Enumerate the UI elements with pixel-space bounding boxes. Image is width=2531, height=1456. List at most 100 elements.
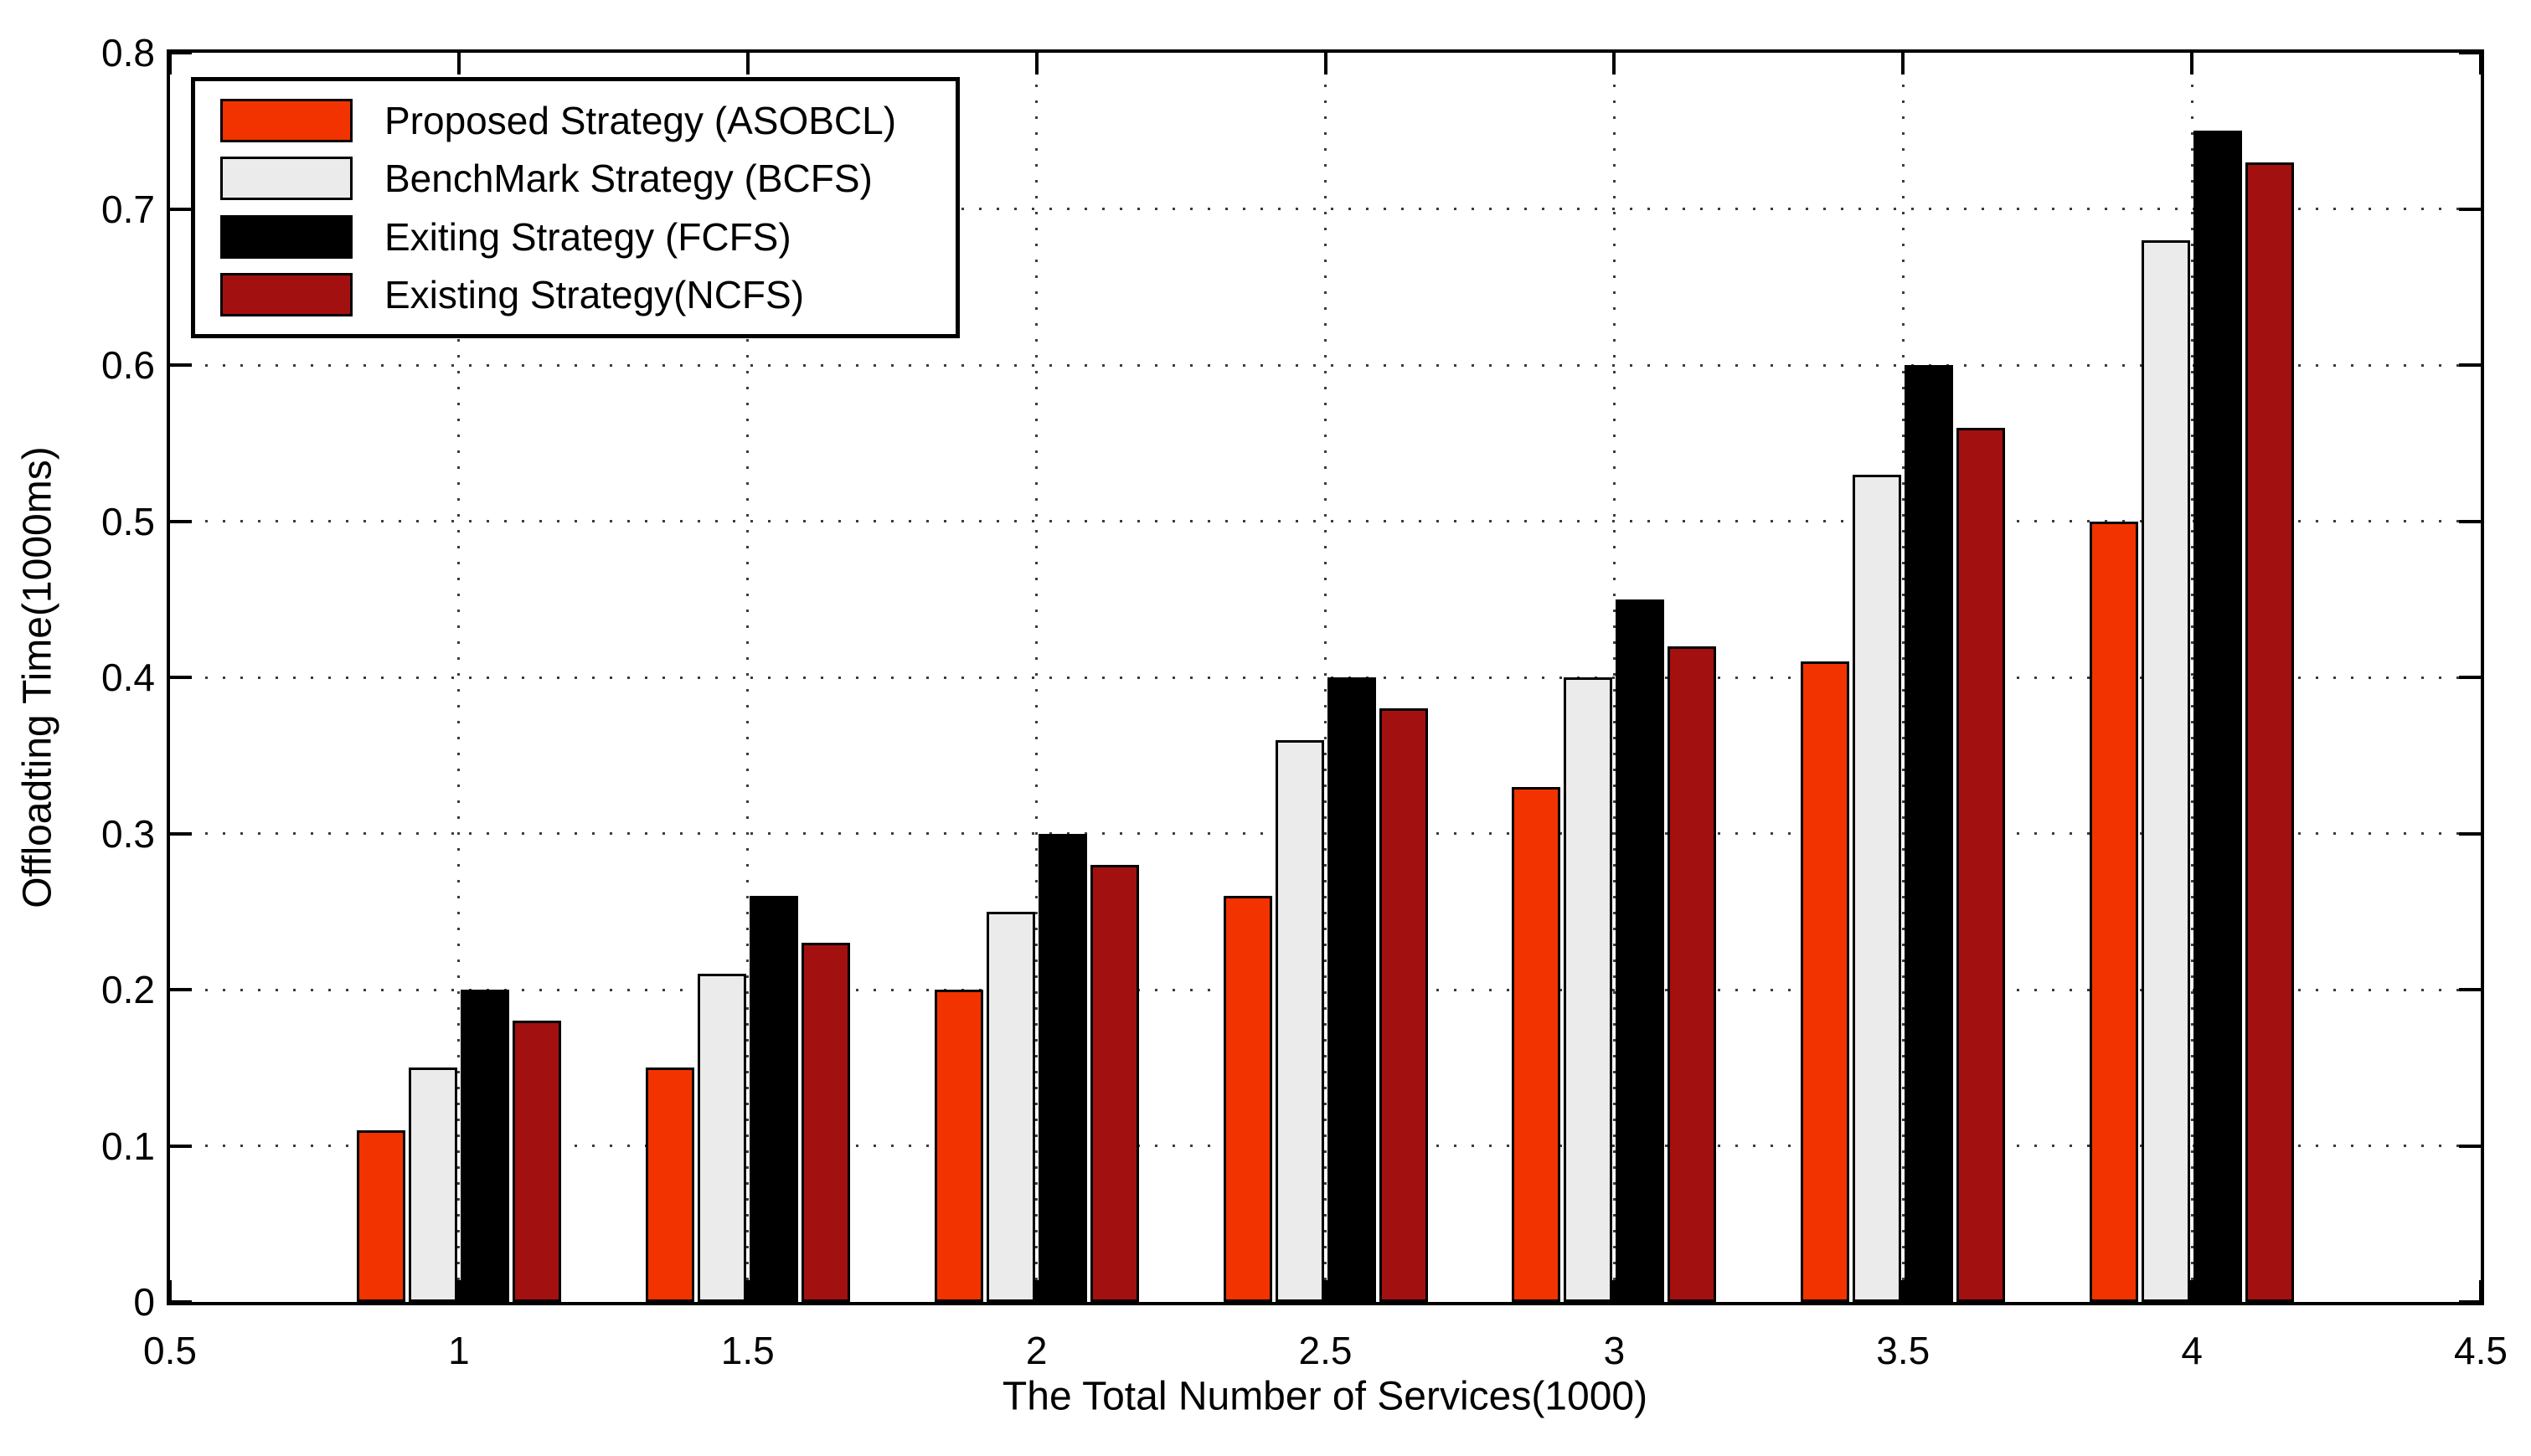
x-tick-bottom-3 (1612, 1280, 1616, 1302)
gridline-x-1 (457, 53, 461, 1302)
bar-fcfs-3.5 (1905, 365, 1954, 1302)
legend-label-fcfs: Exiting Strategy (FCFS) (384, 214, 791, 259)
bar-ncfs-2 (1090, 864, 1139, 1302)
legend-swatch-ncfs (220, 273, 353, 317)
x-tick-label-3: 3 (1603, 1329, 1626, 1372)
legend-item-fcfs: Exiting Strategy (FCFS) (220, 208, 956, 266)
bar-asobcl-1 (356, 1129, 405, 1302)
y-tick-right-0.1 (2459, 1144, 2481, 1148)
bar-bcfs-2 (986, 911, 1035, 1302)
x-tick-bottom-2 (1034, 1280, 1039, 1302)
y-tick-left-0 (170, 1300, 192, 1304)
bar-bcfs-4 (2142, 239, 2191, 1302)
x-tick-bottom-4 (2190, 1280, 2194, 1302)
y-tick-label-0.2: 0.2 (101, 968, 155, 1011)
gridline-x-3.5 (1901, 53, 1905, 1302)
x-tick-top-4 (2190, 53, 2194, 75)
bar-ncfs-2.5 (1379, 708, 1428, 1302)
x-tick-label-4: 4 (2181, 1329, 2203, 1372)
y-tick-right-0.5 (2459, 519, 2481, 523)
x-axis-label: The Total Number of Services(1000) (1002, 1374, 1648, 1419)
bar-asobcl-2.5 (1223, 896, 1272, 1302)
gridline-x-2.5 (1324, 53, 1327, 1302)
bar-fcfs-2.5 (1327, 677, 1376, 1302)
bar-asobcl-3 (1512, 786, 1561, 1302)
y-tick-left-0.3 (170, 831, 192, 836)
x-tick-top-3 (1612, 53, 1616, 75)
bar-ncfs-4 (2245, 162, 2295, 1302)
legend-label-ncfs: Existing Strategy(NCFS) (384, 273, 805, 317)
legend-item-ncfs: Existing Strategy(NCFS) (220, 266, 956, 325)
x-tick-label-2.5: 2.5 (1298, 1329, 1353, 1372)
y-tick-label-0.7: 0.7 (101, 187, 155, 231)
x-tick-bottom-1 (456, 1280, 461, 1302)
bar-asobcl-3.5 (1801, 661, 1850, 1302)
bar-ncfs-1 (512, 1021, 561, 1302)
y-tick-right-0.4 (2459, 676, 2481, 679)
y-tick-right-0.7 (2459, 207, 2481, 211)
bar-fcfs-3 (1616, 599, 1665, 1302)
bar-ncfs-3.5 (1956, 427, 2006, 1302)
x-tick-label-2: 2 (1025, 1329, 1048, 1372)
x-tick-label-1.5: 1.5 (720, 1329, 775, 1372)
plot-area (167, 49, 2484, 1305)
x-tick-top-2.5 (1323, 53, 1327, 75)
legend: Proposed Strategy (ASOBCL) BenchMark Stra… (191, 77, 960, 338)
x-tick-top-3.5 (1901, 53, 1905, 75)
legend-swatch-asobcl (220, 98, 353, 142)
bar-asobcl-1.5 (645, 1068, 694, 1302)
x-tick-bottom-3.5 (1901, 1280, 1905, 1302)
y-tick-label-0.3: 0.3 (101, 811, 155, 856)
bar-bcfs-1.5 (697, 974, 746, 1302)
x-tick-top-0.5 (168, 53, 172, 75)
y-tick-label-0: 0 (133, 1280, 155, 1324)
bar-asobcl-2 (934, 990, 983, 1302)
y-tick-label-0.4: 0.4 (101, 656, 155, 699)
y-tick-left-0.4 (170, 676, 192, 679)
x-tick-bottom-4.5 (2479, 1280, 2482, 1302)
x-tick-label-0.5: 0.5 (143, 1329, 197, 1372)
y-tick-left-0.8 (170, 51, 192, 54)
bar-bcfs-3 (1564, 677, 1613, 1302)
gridline-x-2 (1035, 53, 1039, 1302)
bar-bcfs-1 (408, 1068, 457, 1302)
y-tick-label-0.6: 0.6 (101, 343, 155, 387)
legend-swatch-bcfs (220, 157, 353, 201)
y-tick-right-0 (2459, 1300, 2481, 1304)
y-tick-left-0.5 (170, 519, 192, 523)
bar-ncfs-1.5 (801, 943, 850, 1302)
x-tick-bottom-2.5 (1323, 1280, 1327, 1302)
y-tick-label-0.5: 0.5 (101, 499, 155, 543)
gridline-x-1.5 (746, 53, 750, 1302)
x-tick-label-3.5: 3.5 (1876, 1329, 1930, 1372)
bar-asobcl-4 (2090, 521, 2139, 1302)
y-tick-right-0.8 (2459, 51, 2481, 54)
y-tick-label-0.1: 0.1 (101, 1124, 155, 1168)
y-tick-label-0.8: 0.8 (101, 31, 155, 75)
y-tick-left-0.1 (170, 1144, 192, 1148)
y-tick-left-0.7 (170, 207, 192, 211)
x-tick-top-4.5 (2479, 53, 2482, 75)
y-tick-left-0.2 (170, 988, 192, 991)
y-tick-right-0.2 (2459, 988, 2481, 991)
x-tick-bottom-0.5 (168, 1280, 172, 1302)
legend-label-asobcl: Proposed Strategy (ASOBCL) (384, 98, 897, 142)
bar-fcfs-1 (460, 990, 509, 1302)
y-tick-right-0.6 (2459, 363, 2481, 367)
bar-fcfs-1.5 (749, 896, 798, 1302)
legend-label-bcfs: BenchMark Strategy (BCFS) (384, 157, 873, 201)
x-tick-label-4.5: 4.5 (2454, 1329, 2508, 1372)
bar-bcfs-2.5 (1275, 739, 1324, 1302)
legend-swatch-fcfs (220, 214, 353, 259)
bar-bcfs-3.5 (1853, 474, 1902, 1302)
y-tick-right-0.3 (2459, 831, 2481, 836)
legend-item-asobcl: Proposed Strategy (ASOBCL) (220, 91, 956, 150)
bar-fcfs-4 (2193, 131, 2243, 1302)
bar-ncfs-3 (1668, 646, 1717, 1302)
y-tick-left-0.6 (170, 363, 192, 367)
x-tick-top-1.5 (745, 53, 750, 75)
x-tick-top-2 (1034, 53, 1039, 75)
gridline-x-3 (1612, 53, 1616, 1302)
x-tick-label-1: 1 (448, 1329, 470, 1372)
